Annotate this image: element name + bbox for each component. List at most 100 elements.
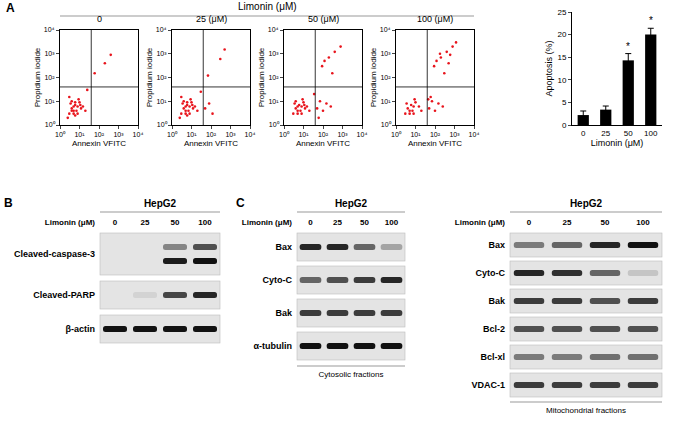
svg-text:10²: 10² <box>206 131 217 138</box>
svg-text:10⁴: 10⁴ <box>268 26 279 33</box>
svg-text:5: 5 <box>562 98 567 107</box>
svg-text:10⁴: 10⁴ <box>357 131 368 138</box>
svg-text:10¹: 10¹ <box>74 131 85 138</box>
svg-text:50: 50 <box>601 218 610 227</box>
svg-text:10³: 10³ <box>44 50 55 57</box>
svg-text:100: 100 <box>385 218 399 227</box>
svg-text:10¹: 10¹ <box>410 131 421 138</box>
svg-text:*: * <box>626 41 630 52</box>
svg-text:Annexin VFITC: Annexin VFITC <box>296 139 350 148</box>
svg-text:α-tubulin: α-tubulin <box>253 341 292 351</box>
svg-text:10²: 10² <box>380 74 391 81</box>
svg-text:Cyto-C: Cyto-C <box>263 275 293 285</box>
svg-text:100: 100 <box>198 218 212 227</box>
svg-text:10³: 10³ <box>337 131 348 138</box>
svg-text:HepG2: HepG2 <box>144 198 177 209</box>
svg-text:Bcl-2: Bcl-2 <box>483 324 505 334</box>
svg-text:10³: 10³ <box>449 131 460 138</box>
svg-text:10⁰: 10⁰ <box>279 131 290 138</box>
svg-text:Limonin (μM): Limonin (μM) <box>238 1 297 12</box>
svg-text:50: 50 <box>624 129 633 138</box>
svg-text:10²: 10² <box>268 74 279 81</box>
svg-text:Limonin (μM): Limonin (μM) <box>45 218 96 227</box>
svg-text:Propidium iodide: Propidium iodide <box>145 47 154 107</box>
svg-text:15: 15 <box>557 53 566 62</box>
svg-text:10³: 10³ <box>156 50 167 57</box>
svg-text:Bax: Bax <box>488 240 505 250</box>
svg-text:Bak: Bak <box>488 296 506 306</box>
svg-text:10³: 10³ <box>380 50 391 57</box>
svg-text:Cleaved-PARP: Cleaved-PARP <box>33 290 95 300</box>
svg-text:0: 0 <box>527 218 532 227</box>
svg-text:Annexin VFITC: Annexin VFITC <box>72 139 126 148</box>
svg-text:0: 0 <box>581 129 586 138</box>
svg-text:10¹: 10¹ <box>44 98 55 105</box>
svg-text:10¹: 10¹ <box>298 131 309 138</box>
svg-text:10³: 10³ <box>268 50 279 57</box>
svg-text:25: 25 <box>141 218 150 227</box>
svg-text:0: 0 <box>113 218 118 227</box>
svg-text:10²: 10² <box>94 131 105 138</box>
svg-text:Propidium iodide: Propidium iodide <box>257 47 266 107</box>
svg-text:HepG2: HepG2 <box>570 198 603 209</box>
svg-text:10⁰: 10⁰ <box>157 121 168 128</box>
svg-text:10⁴: 10⁴ <box>469 131 480 138</box>
svg-text:25: 25 <box>333 218 342 227</box>
svg-text:20: 20 <box>557 30 566 39</box>
svg-text:10⁰: 10⁰ <box>391 131 402 138</box>
svg-text:50: 50 <box>360 218 369 227</box>
svg-text:25 (μM): 25 (μM) <box>196 14 227 24</box>
svg-text:0: 0 <box>308 218 313 227</box>
svg-text:β-actin: β-actin <box>66 324 96 334</box>
svg-text:10⁰: 10⁰ <box>269 121 280 128</box>
svg-text:Bax: Bax <box>275 242 292 252</box>
svg-text:10¹: 10¹ <box>156 98 167 105</box>
svg-text:Apoptosis (%): Apoptosis (%) <box>544 40 554 96</box>
svg-text:Bak: Bak <box>275 308 293 318</box>
svg-text:10³: 10³ <box>225 131 236 138</box>
svg-text:10²: 10² <box>430 131 441 138</box>
svg-text:Limonin (μM): Limonin (μM) <box>455 218 506 227</box>
svg-text:HepG2: HepG2 <box>335 198 368 209</box>
svg-text:10¹: 10¹ <box>268 98 279 105</box>
svg-text:0: 0 <box>97 14 102 24</box>
svg-text:25: 25 <box>557 8 566 17</box>
svg-text:10⁰: 10⁰ <box>45 121 56 128</box>
svg-text:Annexin VFITC: Annexin VFITC <box>408 139 462 148</box>
svg-text:100: 100 <box>644 129 658 138</box>
svg-text:10⁴: 10⁴ <box>245 131 256 138</box>
svg-text:100: 100 <box>636 218 650 227</box>
svg-text:VDAC-1: VDAC-1 <box>471 380 505 390</box>
svg-text:Cyto-C: Cyto-C <box>476 268 506 278</box>
svg-text:100 (μM): 100 (μM) <box>417 14 453 24</box>
svg-text:*: * <box>649 15 653 26</box>
svg-text:10³: 10³ <box>113 131 124 138</box>
svg-text:10: 10 <box>557 76 566 85</box>
svg-text:Annexin VFITC: Annexin VFITC <box>184 139 238 148</box>
svg-text:10⁴: 10⁴ <box>133 131 144 138</box>
svg-text:10⁴: 10⁴ <box>380 26 391 33</box>
svg-text:Cleaved-caspase-3: Cleaved-caspase-3 <box>14 249 95 259</box>
svg-text:10⁴: 10⁴ <box>44 26 55 33</box>
svg-text:B: B <box>4 196 13 210</box>
svg-text:10²: 10² <box>318 131 329 138</box>
svg-text:Propidium iodide: Propidium iodide <box>33 47 42 107</box>
svg-text:Limonin (μM): Limonin (μM) <box>591 138 644 148</box>
svg-text:Propidium iodide: Propidium iodide <box>369 47 378 107</box>
svg-text:10¹: 10¹ <box>380 98 391 105</box>
svg-text:10²: 10² <box>44 74 55 81</box>
svg-text:50 (μM): 50 (μM) <box>308 14 339 24</box>
svg-text:10⁰: 10⁰ <box>381 121 392 128</box>
svg-text:Cytosolic fractions: Cytosolic fractions <box>319 370 384 379</box>
svg-text:10⁴: 10⁴ <box>156 26 167 33</box>
svg-text:C: C <box>236 196 245 210</box>
svg-text:Mitochondrial fractions: Mitochondrial fractions <box>546 406 626 415</box>
svg-text:Limonin (μM): Limonin (μM) <box>242 218 293 227</box>
svg-text:25: 25 <box>563 218 572 227</box>
svg-text:25: 25 <box>601 129 610 138</box>
svg-text:10⁰: 10⁰ <box>55 131 66 138</box>
svg-text:10¹: 10¹ <box>186 131 197 138</box>
svg-text:0: 0 <box>562 121 567 130</box>
svg-text:Bcl-xl: Bcl-xl <box>480 352 505 362</box>
svg-text:10⁰: 10⁰ <box>167 131 178 138</box>
